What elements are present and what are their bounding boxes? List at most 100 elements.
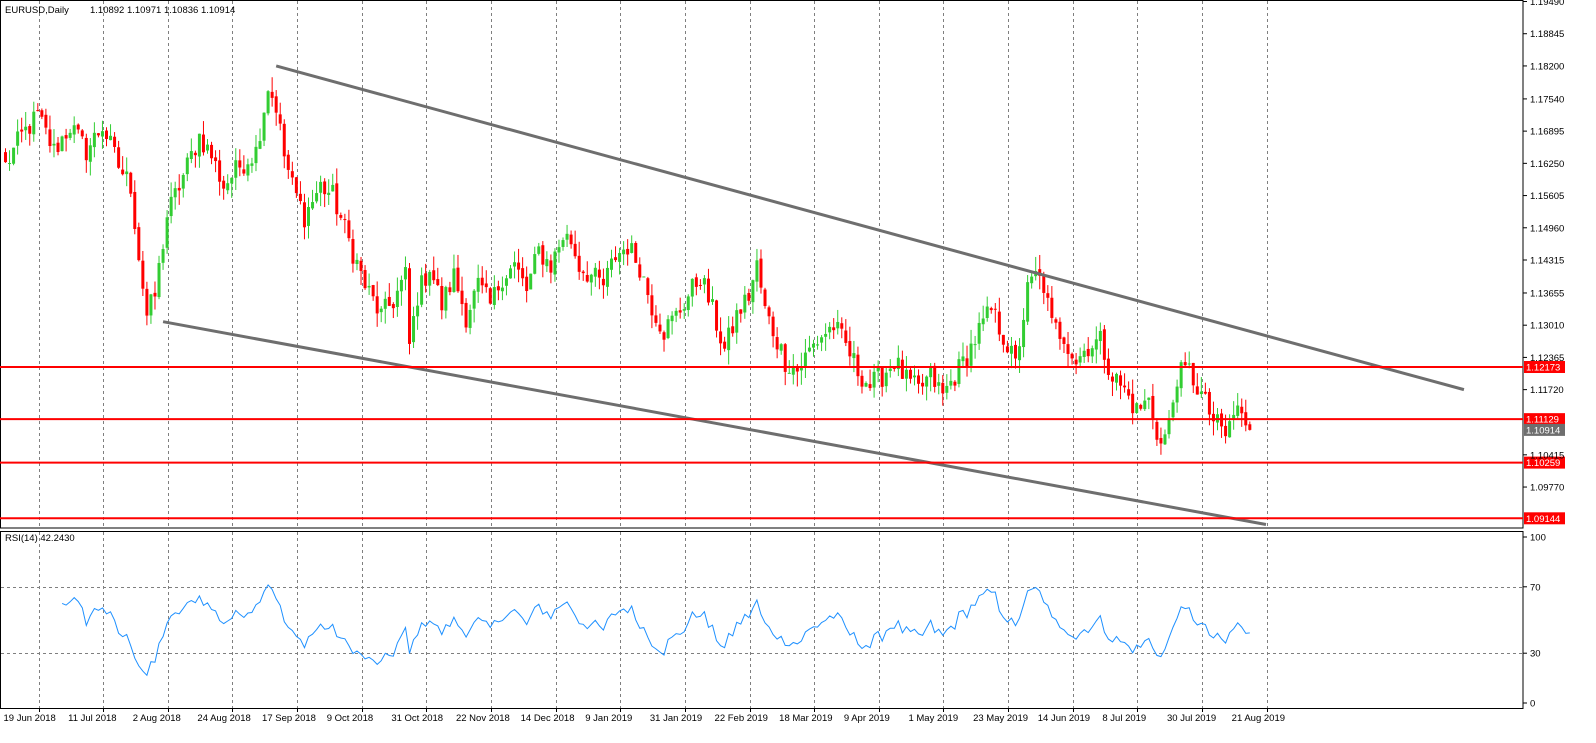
candle-bear xyxy=(731,326,735,334)
candle-bull xyxy=(605,267,609,287)
candle-bear xyxy=(892,367,896,369)
price-tick-label: 1.13010 xyxy=(1530,321,1564,332)
date-tick-label: 22 Feb 2019 xyxy=(715,713,768,724)
date-tick-label: 21 Aug 2019 xyxy=(1232,713,1285,724)
candle-bull xyxy=(181,174,185,189)
candle-bull xyxy=(727,327,731,351)
candle-bear xyxy=(1054,319,1058,323)
candle-bull xyxy=(888,368,892,372)
candle-bear xyxy=(1102,329,1106,360)
candle-bear xyxy=(302,202,306,228)
candle-bear xyxy=(715,300,719,331)
candle-bear xyxy=(323,181,327,195)
candle-bear xyxy=(747,293,751,301)
candle-bull xyxy=(68,132,72,138)
candle-bear xyxy=(763,289,767,307)
candle-bear xyxy=(133,191,137,229)
candle-bull xyxy=(735,310,739,333)
candle-bear xyxy=(387,296,391,306)
candle-bear xyxy=(121,169,125,175)
level-price-label-bg xyxy=(1524,512,1565,525)
candle-bear xyxy=(141,260,145,289)
candle-bull xyxy=(206,144,209,151)
candle-bull xyxy=(509,268,512,279)
candle-bull xyxy=(88,145,92,162)
candle-bull xyxy=(1171,402,1175,418)
candle-bear xyxy=(989,308,993,311)
candle-bear xyxy=(484,283,488,288)
candle-bear xyxy=(40,110,44,117)
price-tick-label: 1.11720 xyxy=(1530,385,1564,396)
date-tick-label: 9 Oct 2018 xyxy=(327,713,373,724)
candle-bear xyxy=(238,160,242,168)
candle-bear xyxy=(1050,297,1054,318)
candle-bull xyxy=(379,308,383,313)
current-price-label-bg xyxy=(1524,423,1565,436)
candle-bear xyxy=(1131,393,1135,414)
candle-bull xyxy=(957,359,961,384)
candle-bull xyxy=(852,353,856,359)
candle-bear xyxy=(290,171,294,178)
candle-bull xyxy=(828,326,832,333)
candle-bear xyxy=(460,290,464,305)
candle-bull xyxy=(1232,414,1236,420)
candle-bull xyxy=(755,260,759,282)
trendlines[interactable] xyxy=(162,64,1465,526)
candle-bull xyxy=(807,347,811,352)
candle-bear xyxy=(1070,353,1074,359)
candle-bull xyxy=(1094,339,1098,350)
rsi-pane-frame xyxy=(0,531,1524,709)
candle-bull xyxy=(779,344,783,351)
candle-bear xyxy=(1207,391,1211,415)
upper-trendline[interactable] xyxy=(275,64,1465,392)
candle-bull xyxy=(1018,346,1022,361)
main-pane-frame xyxy=(0,0,1524,529)
candle-bear xyxy=(464,302,468,328)
candle-bear xyxy=(496,286,500,291)
candle-bull xyxy=(666,319,670,339)
candle-bear xyxy=(1001,334,1005,345)
candle-bull xyxy=(355,259,359,264)
candle-bull xyxy=(977,322,981,344)
candle-bull xyxy=(1143,400,1147,410)
candle-bear xyxy=(1183,362,1187,366)
date-tick-label: 22 Nov 2018 xyxy=(456,713,510,724)
candle-bull xyxy=(161,249,165,263)
candle-bull xyxy=(751,280,755,303)
candle-bull xyxy=(1163,434,1167,445)
candle-bull xyxy=(185,157,189,175)
candle-bear xyxy=(698,284,702,286)
candle-bear xyxy=(783,344,787,372)
candle-bull xyxy=(52,143,56,146)
candle-bull xyxy=(1187,363,1191,365)
lower-trendline[interactable] xyxy=(162,320,1267,526)
candle-bull xyxy=(399,279,403,292)
candle-bear xyxy=(371,285,375,297)
candle-bear xyxy=(1005,346,1009,353)
candle-bull xyxy=(864,382,868,387)
candle-bull xyxy=(16,131,20,146)
candle-bear xyxy=(80,130,84,137)
price-tick-label: 1.14315 xyxy=(1530,256,1564,267)
rsi-tick-label: 30 xyxy=(1530,649,1541,660)
candle-bull xyxy=(961,356,965,362)
price-tick-label: 1.14960 xyxy=(1530,223,1564,234)
candle-bear xyxy=(1248,424,1252,430)
candle-bull xyxy=(8,163,12,165)
horizontal-levels[interactable]: 1.12173 1.11129 1.10259 1.09144 xyxy=(0,361,1565,525)
candle-bull xyxy=(711,299,714,302)
candle-bull xyxy=(1030,276,1034,284)
candle-bull xyxy=(420,275,424,305)
price-tick-label: 1.15605 xyxy=(1530,191,1564,202)
candle-bear xyxy=(448,287,452,293)
date-tick-label: 11 Jul 2018 xyxy=(68,713,116,724)
candle-bear xyxy=(993,308,997,310)
candle-bear xyxy=(868,384,872,389)
candle-bear xyxy=(585,274,589,282)
candle-bear xyxy=(113,136,117,147)
candle-bull xyxy=(513,262,517,267)
candle-bear xyxy=(723,341,727,349)
candle-bull xyxy=(452,268,456,292)
candle-bear xyxy=(997,311,1001,335)
candle-bull xyxy=(803,352,807,367)
